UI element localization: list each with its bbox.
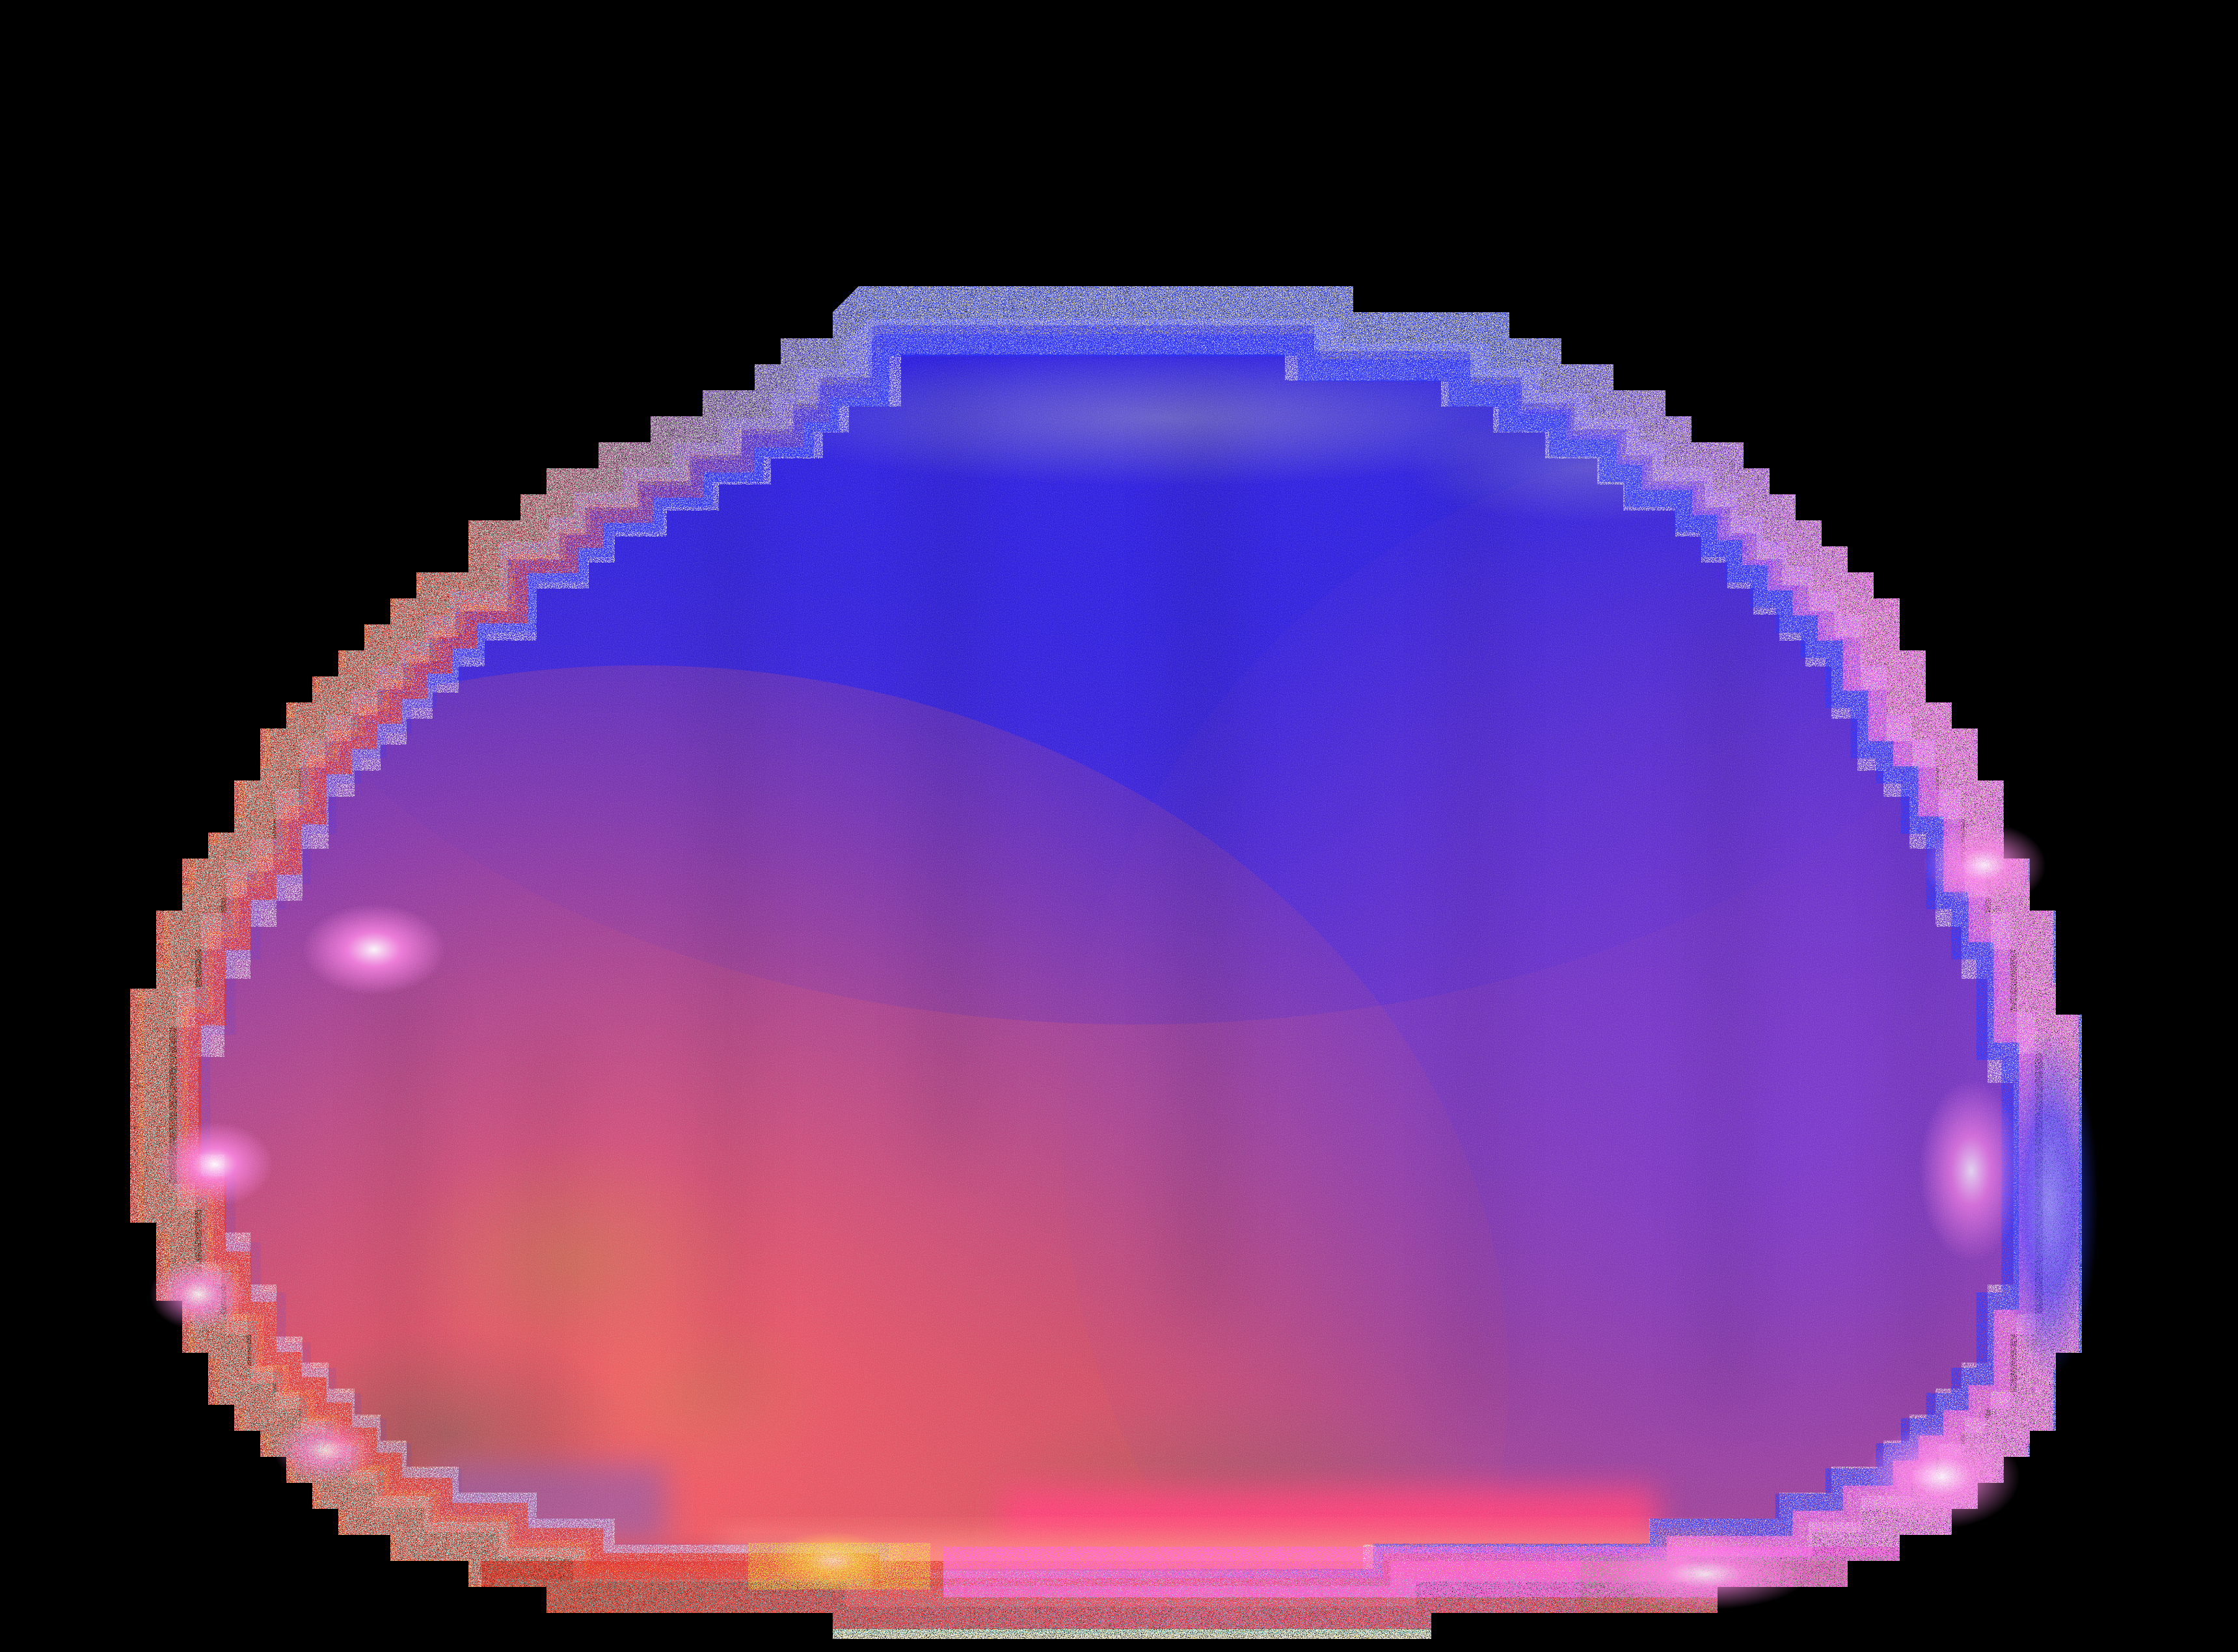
edge-glow-spot [273,1418,377,1483]
edge-glow-spot [1600,1538,1809,1610]
edge-glow-spots [150,823,2098,1610]
yellow-speck-cluster [768,1532,898,1590]
edge-glow-spot [1922,823,2046,907]
edge-glow-spot [156,1122,273,1206]
edge-glow-spot [150,1259,247,1330]
edge-glow-spot [303,904,446,995]
edge-glow-spot [1864,1424,2020,1528]
far-right-blue-streak [2001,1028,2098,1379]
edge-glow-spot [1919,1080,2023,1262]
